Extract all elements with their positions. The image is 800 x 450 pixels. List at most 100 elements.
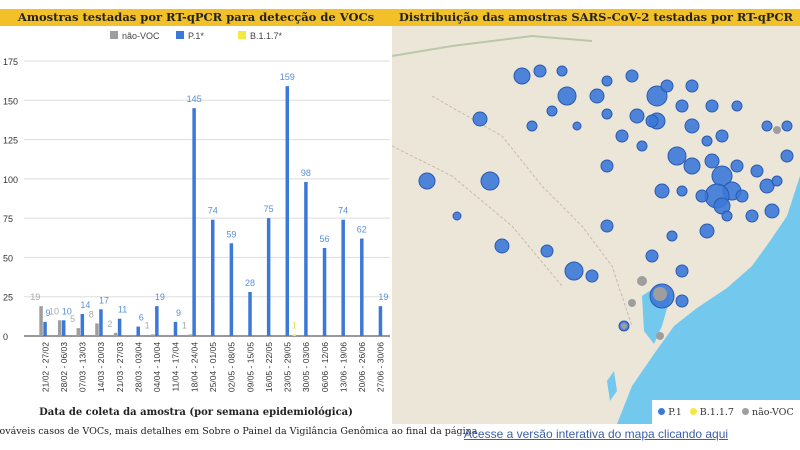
- map-marker-p1[interactable]: [654, 183, 670, 199]
- map-marker-p1[interactable]: [636, 140, 648, 152]
- x-tick-label: 30/05 - 03/06: [301, 342, 311, 392]
- map-marker-p1[interactable]: [781, 120, 793, 132]
- bar-p1: [136, 326, 140, 336]
- map-marker-p1[interactable]: [761, 120, 773, 132]
- bar-p1: [155, 306, 159, 336]
- map-marker-p1[interactable]: [731, 100, 743, 112]
- map-marker-p1[interactable]: [472, 111, 488, 127]
- map-marker-p1[interactable]: [675, 264, 689, 278]
- map-marker-nao-voc[interactable]: [773, 126, 781, 134]
- data-label: 2: [107, 319, 112, 329]
- map-marker-p1[interactable]: [556, 65, 568, 77]
- map-marker-p1[interactable]: [585, 269, 599, 283]
- y-tick-label: 125: [3, 136, 18, 146]
- map-marker-p1[interactable]: [666, 230, 678, 242]
- map-marker-p1[interactable]: [546, 105, 558, 117]
- bar-p1: [248, 292, 252, 336]
- bar-p1: [304, 182, 308, 336]
- map-marker-p1[interactable]: [715, 129, 729, 143]
- data-label: 98: [301, 168, 311, 178]
- data-label: 19: [155, 292, 165, 302]
- map-marker-p1[interactable]: [675, 99, 689, 113]
- y-tick-label: 25: [3, 293, 13, 303]
- bar-p1: [285, 86, 290, 336]
- map-marker-p1[interactable]: [704, 153, 720, 169]
- map-marker-p1[interactable]: [780, 149, 794, 163]
- map-marker-p1[interactable]: [705, 99, 719, 113]
- bar-p1: [211, 219, 215, 336]
- map-marker-p1[interactable]: [526, 120, 538, 132]
- y-tick-label: 100: [3, 175, 18, 185]
- map-marker-p1[interactable]: [646, 85, 668, 107]
- map-marker-p1[interactable]: [730, 159, 744, 173]
- map-marker-p1[interactable]: [615, 129, 629, 143]
- legend-nao-voc: não-VOC: [741, 407, 794, 418]
- map-marker-nao-voc[interactable]: [637, 276, 647, 286]
- x-tick-label: 14/03 - 20/03: [96, 342, 106, 392]
- map-marker-p1[interactable]: [572, 121, 582, 131]
- map-marker-nao-voc[interactable]: [653, 287, 667, 301]
- data-label: 145: [187, 94, 202, 104]
- map-marker-p1[interactable]: [699, 223, 715, 239]
- map-marker-p1[interactable]: [645, 114, 659, 128]
- map-marker-p1[interactable]: [625, 69, 639, 83]
- map-marker-p1[interactable]: [764, 203, 780, 219]
- data-label: 6: [139, 313, 144, 323]
- x-tick-label: 02/05 - 08/05: [227, 342, 237, 392]
- data-label: 14: [80, 300, 90, 310]
- map-marker-p1[interactable]: [480, 171, 500, 191]
- map-marker-p1[interactable]: [629, 108, 645, 124]
- map-marker-p1[interactable]: [452, 211, 462, 221]
- map-marker-p1[interactable]: [645, 249, 659, 263]
- bar-novoc: [76, 328, 81, 336]
- map-marker-p1[interactable]: [745, 209, 759, 223]
- map-marker-p1[interactable]: [759, 178, 775, 194]
- map-marker-p1[interactable]: [589, 88, 605, 104]
- map-marker-p1[interactable]: [695, 189, 709, 203]
- data-label: 75: [264, 204, 274, 214]
- x-tick-label: 16/05 - 22/05: [264, 342, 274, 392]
- footnote: rováveis casos de VOCs, mais detalhes em…: [0, 426, 478, 437]
- map-marker-p1[interactable]: [494, 238, 510, 254]
- map-marker-p1[interactable]: [676, 185, 688, 197]
- data-label: 19: [378, 292, 388, 302]
- map-marker-nao-voc[interactable]: [656, 332, 664, 340]
- map-marker-p1[interactable]: [721, 210, 733, 222]
- map-marker-p1[interactable]: [685, 79, 699, 93]
- bar-p1: [378, 306, 383, 336]
- map-marker-p1[interactable]: [675, 294, 689, 308]
- map-marker-p1[interactable]: [533, 64, 547, 78]
- x-tick-label: 28/02 - 06/03: [59, 342, 69, 392]
- data-label: 28: [245, 278, 255, 288]
- map-marker-p1[interactable]: [735, 189, 749, 203]
- map-marker-p1[interactable]: [600, 219, 614, 233]
- map-marker-p1[interactable]: [513, 67, 531, 85]
- map-marker-p1[interactable]: [557, 86, 577, 106]
- legend-label: não-VOC: [122, 31, 160, 41]
- map-marker-p1[interactable]: [600, 159, 614, 173]
- map-marker-nao-voc[interactable]: [628, 299, 636, 307]
- map-marker-p1[interactable]: [601, 108, 613, 120]
- map-marker-p1[interactable]: [601, 75, 613, 87]
- map-marker-p1[interactable]: [750, 164, 764, 178]
- legend-swatch: [176, 31, 184, 39]
- x-tick-label: 27/06 - 30/06: [376, 342, 386, 392]
- x-tick-label: 20/06 - 26/06: [357, 342, 367, 392]
- map-marker-p1[interactable]: [683, 157, 701, 175]
- legend-p1: P.1: [658, 407, 682, 418]
- map-marker-p1[interactable]: [418, 172, 436, 190]
- map-marker-nao-voc[interactable]: [621, 323, 627, 329]
- interactive-map-link[interactable]: Acesse a versão interativa do mapa clica…: [463, 427, 729, 441]
- data-label: 1: [145, 320, 150, 330]
- bar-p1: [341, 219, 345, 336]
- map-marker-p1[interactable]: [660, 79, 674, 93]
- map-marker-p1[interactable]: [564, 261, 584, 281]
- map-marker-p1[interactable]: [771, 175, 783, 187]
- samples-map[interactable]: [392, 26, 800, 424]
- data-label: 74: [208, 206, 218, 216]
- bar-p1: [117, 318, 122, 336]
- map-marker-p1[interactable]: [684, 118, 700, 134]
- map-marker-p1[interactable]: [701, 135, 713, 147]
- map-marker-p1[interactable]: [667, 146, 687, 166]
- map-marker-p1[interactable]: [540, 244, 554, 258]
